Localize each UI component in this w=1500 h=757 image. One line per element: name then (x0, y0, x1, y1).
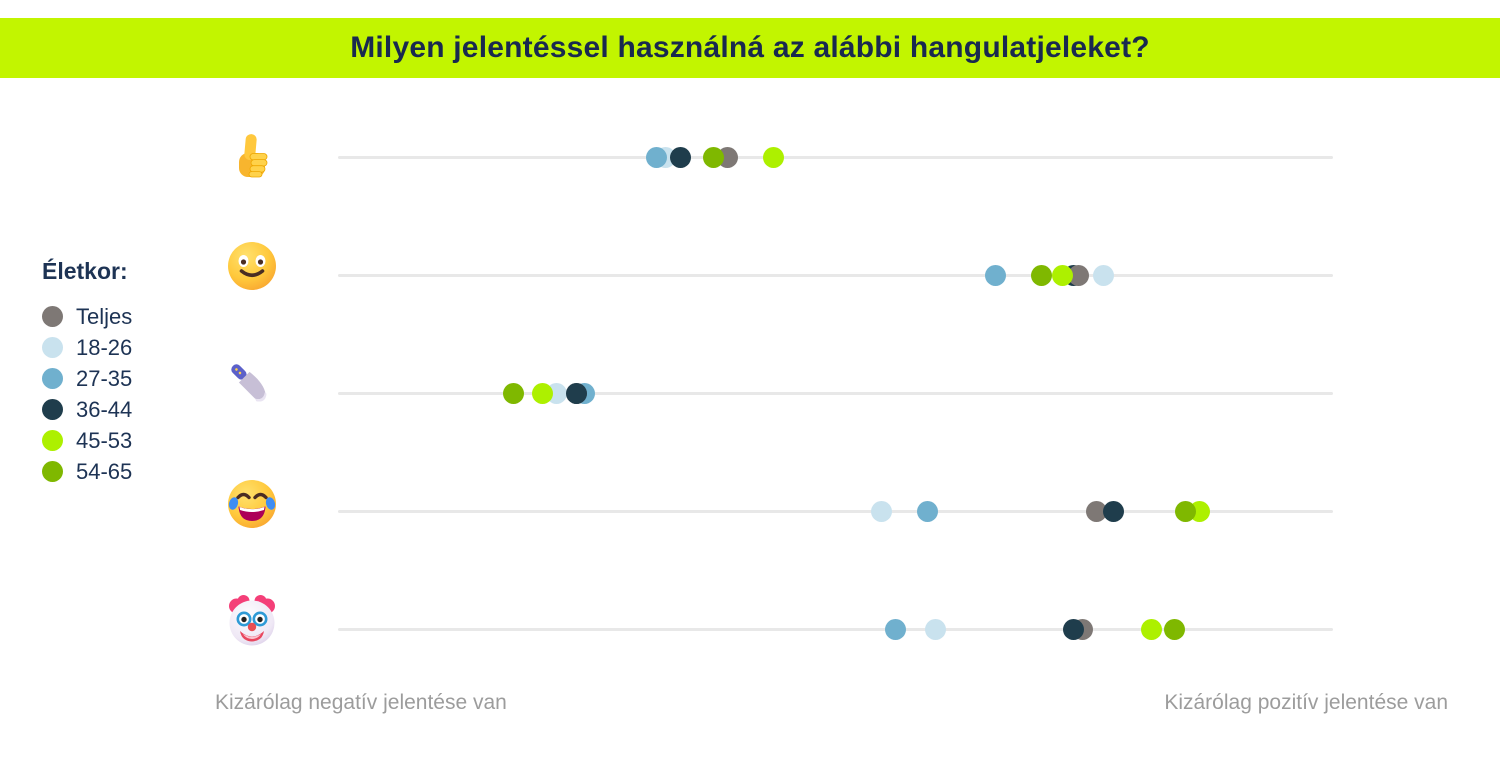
data-dot-slightly-smiling-face-18-26 (1092, 264, 1114, 286)
data-dot-thumbs-up-54-65 (702, 146, 724, 168)
data-dot-clown-face-18-26 (924, 618, 946, 640)
legend-item-54-65: 54-65 (42, 456, 132, 487)
data-dot-face-with-tears-of-joy-18-26 (870, 500, 892, 522)
legend-label: Teljes (76, 303, 133, 329)
data-dot-slightly-smiling-face-45-53 (1051, 264, 1073, 286)
axis-label-negative: Kizárólag negatív jelentése van (215, 691, 507, 714)
data-dot-slightly-smiling-face-54-65 (1030, 264, 1052, 286)
age-legend: Életkor: Teljes 18-26 27-35 36-44 45-53 54-65 (42, 258, 132, 487)
legend-item-27-35: 27-35 (42, 363, 132, 394)
data-dot-kitchen-knife-54-65 (502, 382, 524, 404)
legend-label: 36-44 (76, 396, 133, 422)
data-dot-slightly-smiling-face-27-35 (985, 264, 1007, 286)
legend-dot-27-35 (42, 368, 63, 389)
legend-dot-45-53 (42, 430, 63, 451)
data-dot-clown-face-45-53 (1141, 618, 1163, 640)
clown-face-emoji (224, 593, 280, 649)
legend-dot-36-44 (42, 399, 63, 420)
legend-items: Teljes 18-26 27-35 36-44 45-53 54-65 (42, 301, 132, 487)
data-dot-thumbs-up-27-35 (645, 146, 667, 168)
legend-label: 18-26 (76, 334, 133, 360)
legend-item-36-44: 36-44 (42, 394, 132, 425)
legend-label: 45-53 (76, 427, 133, 453)
legend-item-45-53: 45-53 (42, 425, 132, 456)
data-dot-slightly-smiling-face-teljes (1067, 264, 1089, 286)
legend-dot-teljes (42, 306, 63, 327)
thumbs-up-emoji (224, 127, 280, 183)
axis-line (338, 155, 1333, 159)
legend-dot-54-65 (42, 461, 63, 482)
legend-item-teljes: Teljes (42, 301, 132, 332)
slightly-smiling-face-emoji (224, 238, 280, 294)
face-with-tears-of-joy-emoji (224, 476, 280, 532)
kitchen-knife-emoji (224, 357, 280, 413)
axis-label-positive: Kizárólag pozitív jelentése van (1164, 691, 1448, 714)
page-title: Milyen jelentéssel használná az alábbi h… (350, 31, 1150, 64)
data-dot-face-with-tears-of-joy-36-44 (1102, 500, 1124, 522)
legend-label: 54-65 (76, 458, 133, 484)
data-dot-kitchen-knife-36-44 (566, 382, 588, 404)
data-dot-clown-face-36-44 (1062, 618, 1084, 640)
axis-line (338, 627, 1333, 631)
axis-line (338, 391, 1333, 395)
legend-dot-18-26 (42, 337, 63, 358)
axis-line (338, 273, 1333, 277)
axis-line (338, 509, 1333, 513)
data-dot-kitchen-knife-45-53 (532, 382, 554, 404)
data-dot-clown-face-54-65 (1164, 618, 1186, 640)
legend-item-18-26: 18-26 (42, 332, 132, 363)
data-dot-thumbs-up-45-53 (763, 146, 785, 168)
data-dot-face-with-tears-of-joy-54-65 (1175, 500, 1197, 522)
data-dot-thumbs-up-36-44 (669, 146, 691, 168)
data-dot-clown-face-27-35 (884, 618, 906, 640)
title-banner: Milyen jelentéssel használná az alábbi h… (0, 18, 1500, 78)
data-dot-face-with-tears-of-joy-teljes (1085, 500, 1107, 522)
legend-title: Életkor: (42, 258, 128, 284)
legend-label: 27-35 (76, 365, 133, 391)
data-dot-face-with-tears-of-joy-27-35 (916, 500, 938, 522)
